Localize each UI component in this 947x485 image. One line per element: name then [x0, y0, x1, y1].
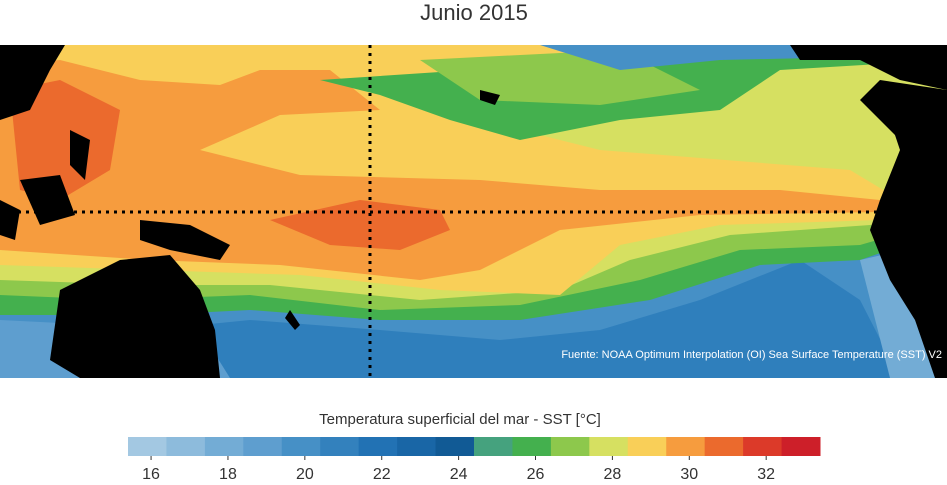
colorbar-bin	[474, 437, 513, 456]
colorbar-tick-label: 22	[373, 466, 391, 480]
source-note: Fuente: NOAA Optimum Interpolation (OI) …	[561, 349, 942, 361]
colorbar-bin	[358, 437, 398, 456]
colorbar-tick-label: 18	[219, 466, 237, 480]
colorbar-tick-label: 32	[757, 466, 775, 480]
colorbar-label: Temperatura superficial del mar - SST [°…	[319, 411, 601, 428]
colorbar: 16 18 20 22 24 26 28 30 32	[128, 437, 821, 483]
title: Junio 2015	[420, 0, 528, 25]
colorbar-bin	[435, 437, 475, 456]
colorbar-bin	[781, 437, 821, 456]
colorbar-bin	[320, 437, 360, 456]
colorbar-bin	[397, 437, 437, 456]
colorbar-bin	[743, 437, 783, 456]
colorbar-bin	[243, 437, 283, 456]
colorbar-bin	[550, 437, 590, 456]
colorbar-tick-label: 20	[296, 466, 314, 480]
colorbar-bin	[627, 437, 667, 456]
colorbar-bin	[166, 437, 206, 456]
colorbar-bin	[512, 437, 552, 456]
colorbar-bin	[589, 437, 629, 456]
colorbar-bin	[666, 437, 706, 456]
colorbar-bin	[204, 437, 244, 456]
sst-map: Fuente: NOAA Optimum Interpolation (OI) …	[0, 45, 947, 378]
colorbar-tick-label: 16	[142, 466, 160, 480]
colorbar-bin	[281, 437, 321, 456]
colorbar-bin	[128, 437, 167, 456]
colorbar-tick-label: 30	[680, 466, 698, 480]
colorbar-bin	[704, 437, 744, 456]
colorbar-tick-label: 28	[604, 466, 622, 480]
colorbar-tick-label: 26	[527, 466, 545, 480]
colorbar-tick-label: 24	[450, 466, 468, 480]
